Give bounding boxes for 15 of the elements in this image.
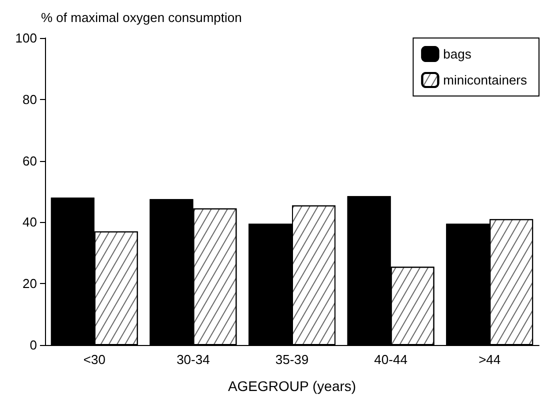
x-tick-label: <30 [83,352,106,367]
x-tick-label: >44 [478,352,501,367]
x-tick-label: 40-44 [374,352,408,367]
x-axis-title: AGEGROUP (years) [228,378,356,394]
x-tick-label: 35-39 [275,352,309,367]
y-tick-label: 80 [22,92,37,107]
legend-label: minicontainers [443,72,528,88]
y-tick-label: 20 [22,276,37,292]
legend-label: bags [443,46,472,62]
y-tick-label: 60 [22,153,37,168]
y-tick-label: 40 [22,214,37,230]
y-axis-title: % of maximal oxygen consumption [41,10,242,25]
y-tick-label: 0 [30,338,37,352]
y-tick-label: 100 [15,30,37,46]
x-tick-label: 30-34 [176,352,210,367]
